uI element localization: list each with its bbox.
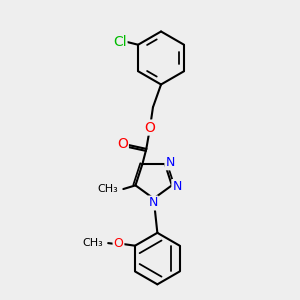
- Text: Cl: Cl: [113, 35, 127, 49]
- Text: N: N: [172, 180, 182, 193]
- Text: O: O: [145, 121, 155, 134]
- Text: N: N: [165, 156, 175, 170]
- Text: N: N: [148, 196, 158, 209]
- Text: O: O: [113, 237, 123, 250]
- Text: CH₃: CH₃: [97, 184, 118, 194]
- Text: O: O: [117, 137, 128, 151]
- Text: CH₃: CH₃: [82, 238, 103, 248]
